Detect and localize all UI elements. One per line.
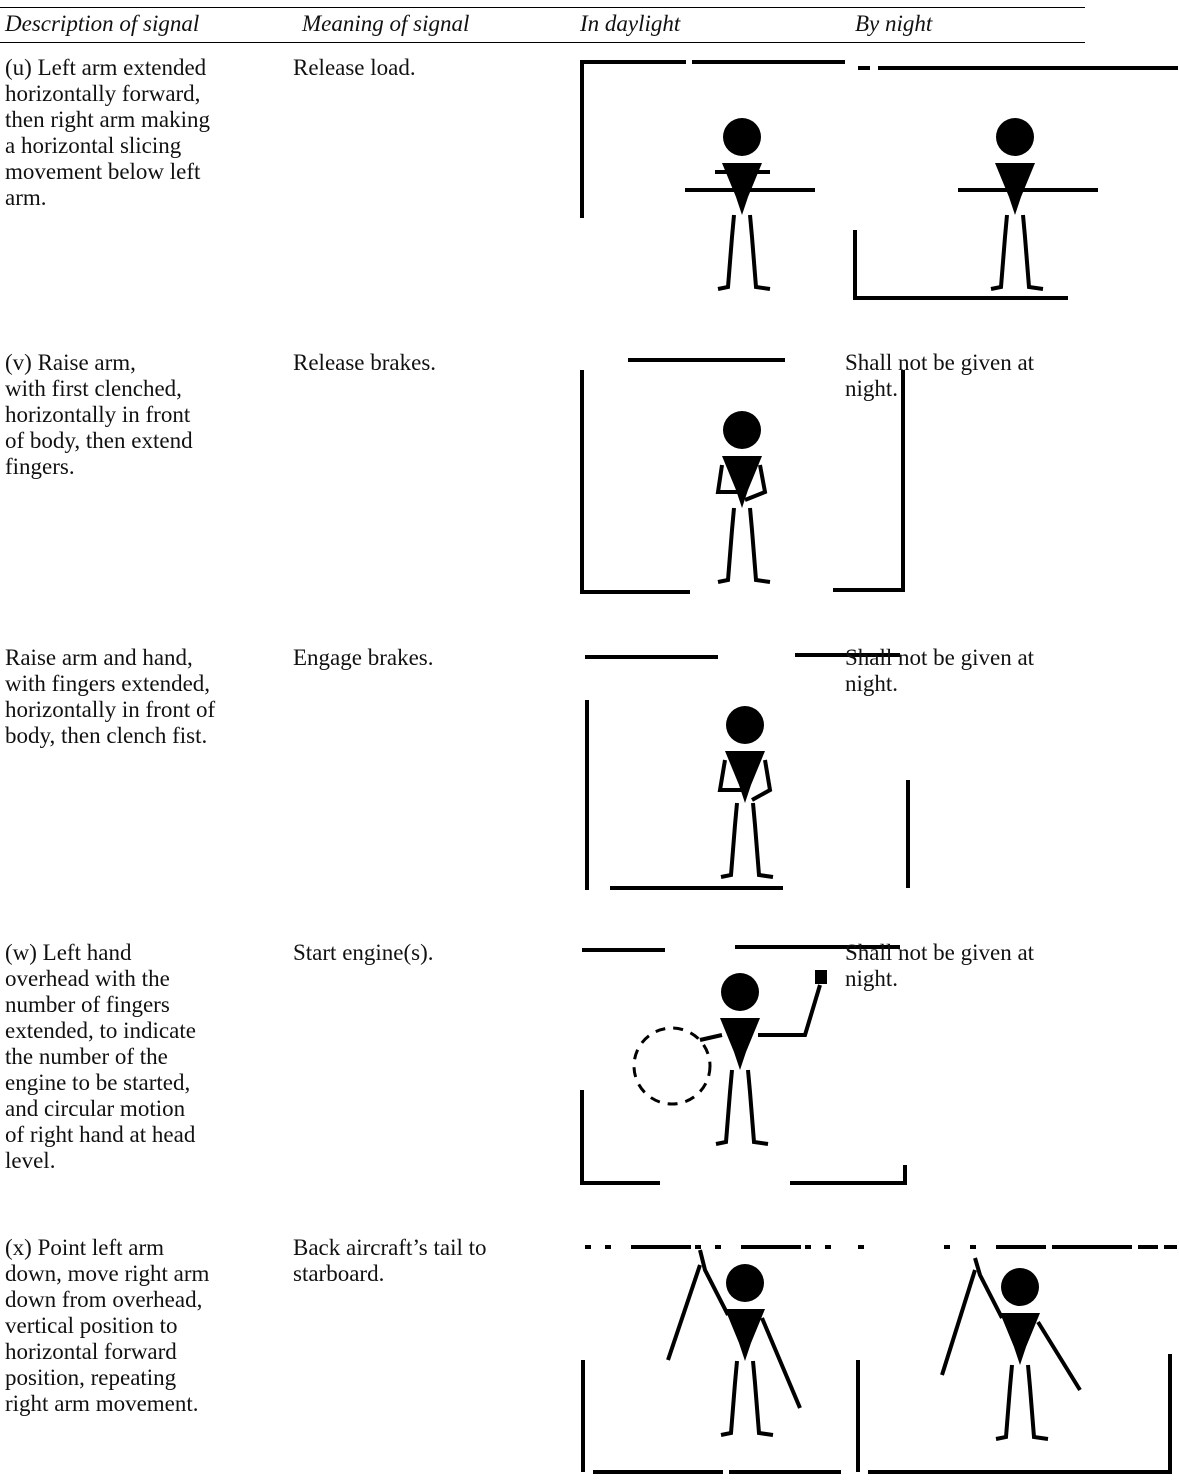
- top-rule: [0, 7, 1085, 8]
- meaning: Start engine(s).: [293, 940, 434, 965]
- description-line: right arm movement.: [5, 1391, 199, 1416]
- description-line: number of fingers: [5, 992, 170, 1017]
- description-line: vertical position to: [5, 1313, 178, 1338]
- description-line: horizontally in front of: [5, 697, 216, 722]
- night-note: Shall not be given at night.: [845, 645, 1035, 696]
- description-line: of body, then extend: [5, 428, 193, 453]
- description-line: then right arm making: [5, 107, 211, 132]
- header-rule: [0, 42, 1085, 43]
- description-line: (u) Left arm extended: [5, 55, 207, 80]
- description-line: level.: [5, 1148, 56, 1173]
- column-header: Description of signal: [5, 11, 200, 36]
- description-line: a horizontal slicing: [5, 133, 182, 158]
- daylight-figure: [580, 945, 907, 1185]
- column-header: By night: [855, 11, 933, 36]
- daylight-figure: [581, 1245, 850, 1474]
- description-line: body, then clench fist.: [5, 723, 208, 748]
- meaning: Engage brakes.: [293, 645, 434, 670]
- column-header: In daylight: [580, 11, 681, 36]
- daylight-figure: [580, 358, 905, 594]
- description-line: horizontally forward,: [5, 81, 201, 106]
- night-figure: [853, 66, 1178, 300]
- description-line: of right hand at head: [5, 1122, 196, 1147]
- meaning: Release load.: [293, 55, 416, 80]
- description-line: (v) Raise arm,: [5, 350, 136, 375]
- night-figure: [856, 1245, 1177, 1474]
- description-line: the number of the: [5, 1044, 168, 1069]
- description-line: with fingers extended,: [5, 671, 211, 696]
- description-line: and circular motion: [5, 1096, 186, 1121]
- description: (w) Left hand overhead with the number of …: [5, 940, 196, 1174]
- description-line: horizontally in front: [5, 402, 191, 427]
- description-line: engine to be started,: [5, 1070, 191, 1095]
- night-note: Shall not be given at night.: [845, 350, 1035, 401]
- night-note: Shall not be given at night.: [845, 940, 1035, 991]
- description-line: with first clenched,: [5, 376, 182, 401]
- description-line: (w) Left hand: [5, 940, 132, 965]
- daylight-figure: [580, 60, 845, 291]
- description-line: movement below left: [5, 159, 201, 184]
- description-line: horizontal forward: [5, 1339, 177, 1364]
- description: (x) Point left arm down, move right arm do…: [5, 1235, 209, 1417]
- meaning: Release brakes.: [293, 350, 437, 375]
- description-line: arm.: [5, 185, 47, 210]
- description-line: overhead with the: [5, 966, 170, 991]
- description: (u) Left arm extended horizontally forwar…: [5, 55, 210, 211]
- daylight-figure: [585, 653, 910, 890]
- description-line: fingers.: [5, 454, 75, 479]
- description-line: down from overhead,: [5, 1287, 203, 1312]
- description: (v) Raise arm, with first clenched, horizo…: [5, 350, 193, 480]
- description-line: extended, to indicate: [5, 1018, 196, 1043]
- description-line: Raise arm and hand,: [5, 645, 193, 670]
- column-header: Meaning of signal: [302, 11, 470, 36]
- meaning: Back aircraft’s tail to starboard.: [293, 1235, 487, 1286]
- description-line: position, repeating: [5, 1365, 177, 1390]
- description-line: (x) Point left arm: [5, 1235, 165, 1260]
- description: Raise arm and hand, with fingers extended…: [5, 645, 215, 749]
- description-line: down, move right arm: [5, 1261, 210, 1286]
